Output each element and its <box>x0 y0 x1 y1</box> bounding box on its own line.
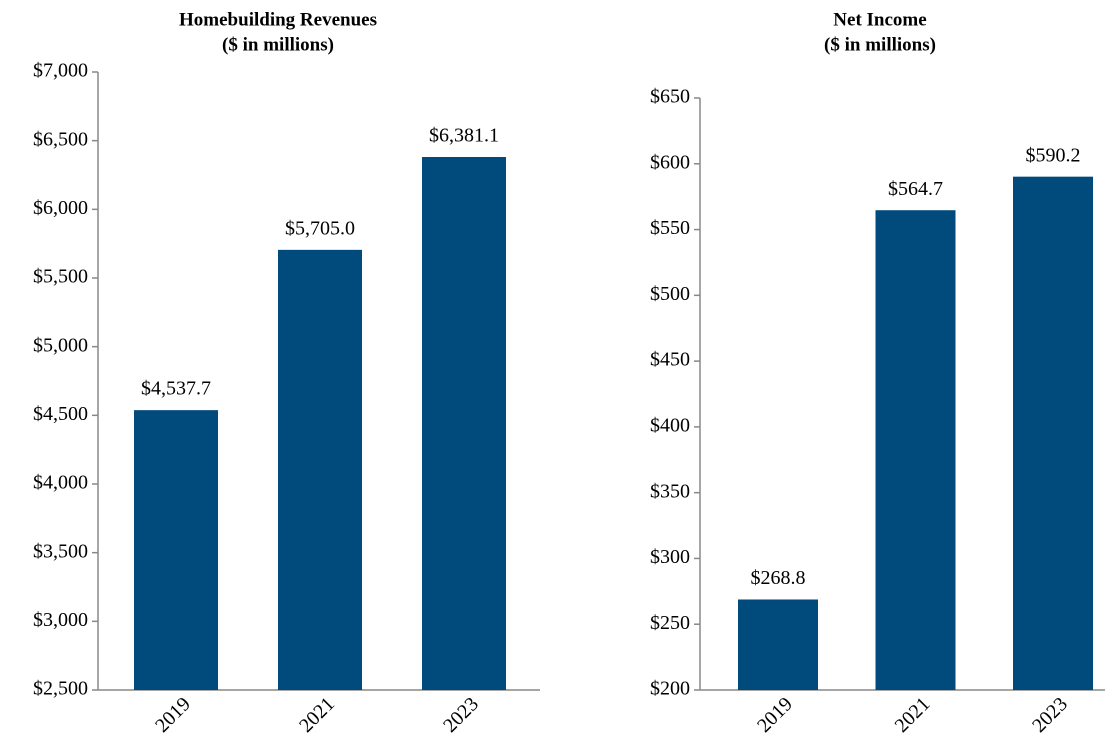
bar <box>1013 176 1093 690</box>
chart-subtitle: ($ in millions) <box>824 34 936 55</box>
chart-title: Net Income <box>833 9 926 30</box>
y-tick-label: $250 <box>650 612 690 634</box>
x-tick-label: 2019 <box>753 693 797 737</box>
y-tick-label: $5,500 <box>33 266 88 288</box>
bar <box>875 210 956 690</box>
y-tick-label: $200 <box>650 678 690 700</box>
bar <box>738 599 818 690</box>
value-label: $564.7 <box>888 178 943 200</box>
y-tick-label: $4,500 <box>33 403 88 425</box>
y-tick-label: $550 <box>650 217 690 239</box>
y-tick-label: $600 <box>650 151 690 173</box>
x-tick-label: 2021 <box>891 693 935 737</box>
value-label: $590.2 <box>1026 144 1081 166</box>
y-tick-label: $400 <box>650 414 690 436</box>
y-tick-label: $650 <box>650 86 690 108</box>
x-tick-label: 2023 <box>1028 693 1072 737</box>
y-tick-label: $6,500 <box>33 128 88 150</box>
y-tick-label: $5,000 <box>33 334 88 356</box>
bar <box>134 410 218 690</box>
y-tick-label: $6,000 <box>33 197 88 219</box>
y-tick-label: $300 <box>650 546 690 568</box>
value-label: $4,537.7 <box>141 378 211 400</box>
x-tick-label: 2021 <box>295 693 339 737</box>
bar <box>278 249 362 690</box>
value-label: $6,381.1 <box>429 125 499 147</box>
y-tick-label: $2,500 <box>33 678 88 700</box>
y-tick-label: $4,000 <box>33 472 88 494</box>
y-tick-label: $450 <box>650 349 690 371</box>
chart-subtitle: ($ in millions) <box>222 34 334 55</box>
bar <box>422 156 506 690</box>
y-tick-label: $500 <box>650 283 690 305</box>
y-tick-label: $7,000 <box>33 60 88 82</box>
y-tick-label: $350 <box>650 480 690 502</box>
value-label: $268.8 <box>751 567 806 589</box>
y-tick-label: $3,000 <box>33 609 88 631</box>
value-label: $5,705.0 <box>285 217 355 239</box>
y-tick-label: $3,500 <box>33 540 88 562</box>
x-tick-label: 2019 <box>151 693 195 737</box>
chart-title: Homebuilding Revenues <box>179 9 377 30</box>
x-tick-label: 2023 <box>439 693 483 737</box>
